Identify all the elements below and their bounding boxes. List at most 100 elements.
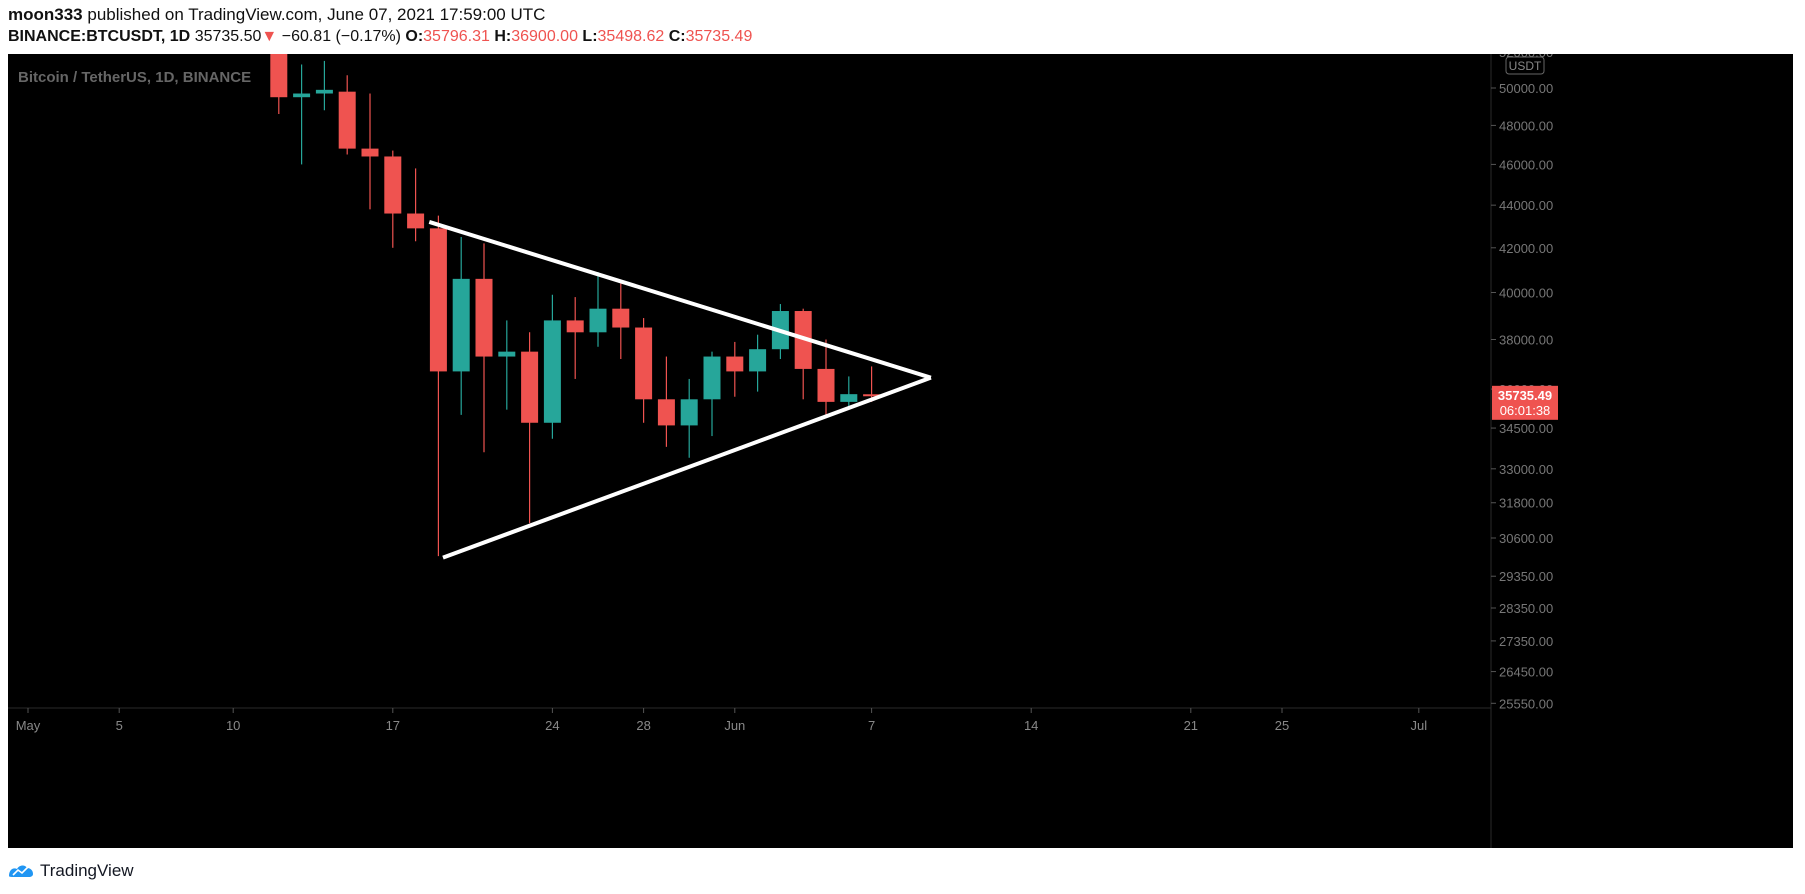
chart-title: Bitcoin / TetherUS, 1D, BINANCE <box>18 69 251 86</box>
y-tick-label: 34500.00 <box>1499 421 1553 436</box>
candle-body <box>498 351 516 357</box>
candle-body <box>270 54 288 98</box>
candle <box>452 236 470 415</box>
x-tick-label: 24 <box>545 718 559 733</box>
candle-body <box>703 356 721 400</box>
y-tick-label: 40000.00 <box>1499 286 1553 301</box>
time-axis[interactable]: May 5 10 17 24 28 Jun 7 14 21 25 Jul <box>8 707 1491 733</box>
symbol-info: BINANCE:BTCUSDT, 1D 35735.50▼ −60.81 (−0… <box>8 28 752 46</box>
candle-body <box>475 278 493 357</box>
candle <box>863 366 881 402</box>
candle <box>703 351 721 437</box>
candle-body <box>657 399 675 426</box>
open-value: 35796.31 <box>423 28 490 45</box>
trendlines-layer[interactable] <box>428 220 932 560</box>
x-tick-label: 10 <box>226 718 240 733</box>
candle-body <box>840 394 858 402</box>
candle-body <box>521 351 539 423</box>
candles-layer <box>270 54 881 557</box>
candle <box>407 168 425 242</box>
y-tick-label: 48000.00 <box>1499 118 1553 133</box>
candle-body <box>452 278 470 372</box>
candle <box>635 318 653 423</box>
candle <box>361 93 379 210</box>
candle <box>612 283 630 360</box>
x-tick-label: 14 <box>1024 718 1038 733</box>
candle <box>566 297 584 379</box>
author-name[interactable]: moon333 <box>8 5 83 24</box>
candle-body <box>566 320 584 333</box>
candle-body <box>817 368 835 402</box>
candle <box>794 308 812 400</box>
candle-body <box>635 327 653 400</box>
candle <box>657 356 675 447</box>
candlestick-chart[interactable]: Bitcoin / TetherUS, 1D, BINANCE 52000.00… <box>8 45 1793 848</box>
candle <box>384 150 402 248</box>
last-price: 35735.50 <box>194 28 262 45</box>
candle <box>498 320 516 410</box>
candle-body <box>680 399 698 426</box>
y-tick-label: 46000.00 <box>1499 157 1553 172</box>
y-tick-label: 42000.00 <box>1499 241 1553 256</box>
candle <box>589 272 607 347</box>
candle <box>817 339 835 415</box>
chart-panel[interactable]: Bitcoin / TetherUS, 1D, BINANCE 52000.00… <box>8 45 1793 848</box>
down-arrow-icon: ▼ <box>261 28 278 45</box>
publish-info: moon333 published on TradingView.com, Ju… <box>8 5 545 25</box>
candle-body <box>863 394 881 397</box>
candle <box>338 75 356 155</box>
x-tick-label: 21 <box>1184 718 1198 733</box>
high-value: 36900.00 <box>511 28 578 45</box>
candle <box>840 376 858 408</box>
x-tick-label: 25 <box>1275 718 1289 733</box>
x-tick-label: Jul <box>1410 718 1427 733</box>
x-tick-label: May <box>16 718 41 733</box>
published-text: published on TradingView.com, June 07, 2… <box>87 5 546 24</box>
candle-body <box>384 156 402 214</box>
currency-badge[interactable]: USDT <box>1505 56 1545 75</box>
y-tick-label: 28350.00 <box>1499 601 1553 616</box>
y-tick-label: 25550.00 <box>1499 696 1553 711</box>
candle <box>293 64 311 165</box>
tradingview-logo-icon <box>9 865 33 877</box>
trendline[interactable] <box>428 220 932 380</box>
price-axis[interactable]: 52000.0050000.0048000.0046000.0044000.00… <box>1490 45 1558 848</box>
candle-body <box>315 89 333 94</box>
candle-body <box>293 93 311 98</box>
candle <box>543 294 561 439</box>
y-tick-label: 38000.00 <box>1499 333 1553 348</box>
trendline[interactable] <box>442 375 932 560</box>
y-tick-label: 30600.00 <box>1499 531 1553 546</box>
candle-body <box>543 320 561 423</box>
y-tick-label: 29350.00 <box>1499 569 1553 584</box>
candle-body <box>338 91 356 149</box>
y-tick-label: 33000.00 <box>1499 462 1553 477</box>
high-label: H: <box>494 28 512 45</box>
symbol-label[interactable]: BINANCE:BTCUSDT, 1D <box>8 28 191 45</box>
candle <box>475 243 493 453</box>
candle <box>429 215 447 557</box>
candle <box>749 334 767 392</box>
price-change: −60.81 (−0.17%) <box>281 28 401 45</box>
candle <box>521 332 539 524</box>
candle-body <box>361 148 379 157</box>
candle-body <box>749 349 767 372</box>
candle <box>726 341 744 397</box>
y-tick-label: 26450.00 <box>1499 665 1553 680</box>
candle-body <box>407 213 425 229</box>
low-value: 35498.62 <box>597 28 665 45</box>
x-tick-label: 7 <box>868 718 875 733</box>
candle-body <box>726 356 744 372</box>
candle-body <box>429 228 447 372</box>
candle-body <box>589 308 607 333</box>
x-tick-label: 28 <box>636 718 650 733</box>
footer: TradingView <box>8 858 134 884</box>
low-label: L: <box>582 28 598 45</box>
footer-brand[interactable]: TradingView <box>40 861 134 880</box>
candle <box>270 54 288 115</box>
close-value: 35735.49 <box>685 28 753 45</box>
x-tick-label: 5 <box>116 718 123 733</box>
candle <box>315 60 333 111</box>
y-tick-label: 50000.00 <box>1499 81 1553 96</box>
